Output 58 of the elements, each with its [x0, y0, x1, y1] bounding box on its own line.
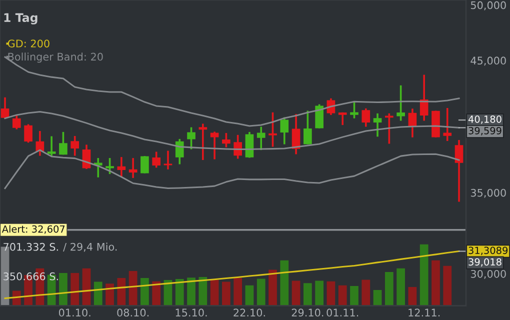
candlestick	[385, 112, 394, 145]
x-tick-label: 22.10.	[234, 308, 265, 317]
data-label: 39,599	[468, 127, 502, 136]
ref-line-label: Alert: 32,607	[2, 225, 65, 234]
candlestick	[280, 116, 289, 146]
y2-tick-label: 350.666 S.	[4, 272, 58, 280]
candlestick	[106, 157, 114, 175]
x-tick-label: 29.10.	[292, 308, 324, 317]
candlestick	[59, 131, 68, 156]
x-tick-label: 01.10.	[58, 308, 90, 317]
candlestick	[315, 103, 324, 130]
candlestick	[396, 84, 405, 122]
line-series	[4, 250, 460, 300]
candlestick	[443, 107, 452, 142]
candlestick	[454, 139, 464, 203]
candlestick	[140, 155, 149, 174]
y2-tick-label: 701.332 S.	[4, 242, 58, 251]
candlestick	[164, 150, 172, 170]
candlestick	[70, 135, 80, 157]
candlestick	[350, 100, 358, 120]
text: 1 Tag	[4, 13, 38, 24]
candlestick	[373, 112, 382, 138]
annotation: 40,180	[468, 116, 502, 124]
x-tick-label: 12.11.	[408, 308, 440, 316]
y-tick-label: 50,000	[470, 1, 506, 10]
candlestick	[362, 107, 370, 128]
candlestick	[128, 157, 138, 179]
candlestick	[47, 135, 56, 158]
y-tick-label: 45,000	[470, 56, 506, 66]
candlestick	[210, 130, 219, 160]
candlestick	[12, 114, 21, 130]
annotation: / 29,4 Mio.	[63, 242, 117, 252]
candlestick	[94, 157, 102, 178]
candlestick	[256, 126, 266, 151]
candlestick	[152, 150, 161, 169]
data-label: 31,3089	[468, 246, 508, 256]
candlestick	[198, 122, 208, 161]
candlestick	[420, 74, 428, 122]
candlestick	[408, 108, 417, 138]
candlestick	[175, 138, 184, 166]
y-tick-label: 30,000	[470, 270, 506, 279]
x-tick-label: 15.10.	[176, 308, 207, 317]
candlestick	[0, 96, 10, 120]
candlestick	[304, 110, 312, 146]
candlestick	[117, 156, 126, 178]
x-tick-label: 08.10.	[117, 308, 148, 317]
candlestick	[292, 113, 300, 156]
candlestick	[234, 134, 242, 160]
candlestick	[187, 126, 196, 150]
candlestick	[338, 111, 347, 126]
candlestick	[268, 111, 277, 148]
text: 39,018	[468, 258, 502, 267]
legend-label: GD: 200	[8, 40, 50, 48]
candlestick	[222, 132, 230, 148]
legend-label: Bollinger Band: 20	[8, 52, 103, 63]
candlestick	[24, 123, 32, 144]
x-tick-label: 01.11.	[326, 308, 358, 317]
y-tick-label: 35,000	[470, 188, 506, 198]
